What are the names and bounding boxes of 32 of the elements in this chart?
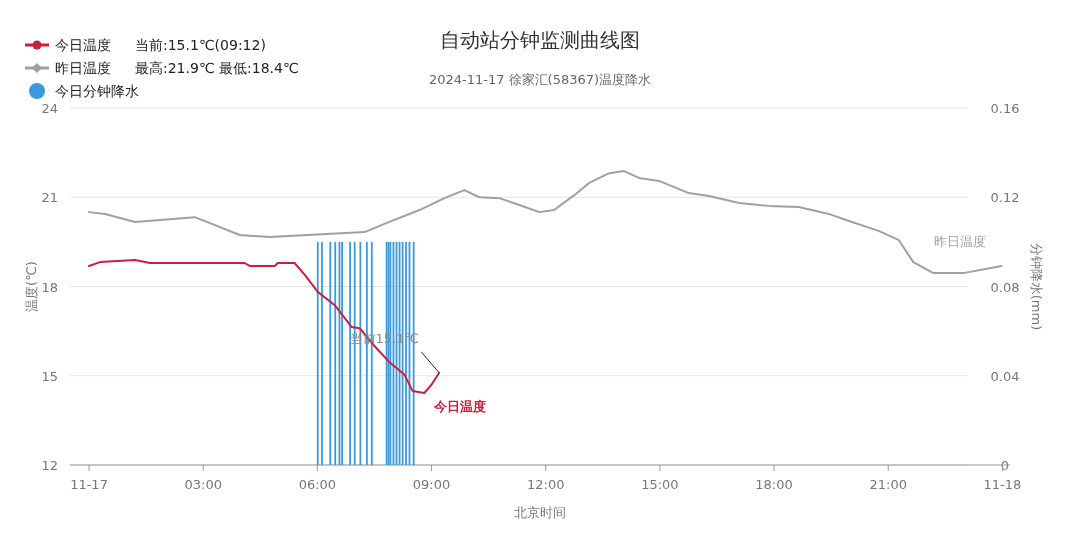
y2-tick-label: 0.04 bbox=[990, 368, 1020, 384]
x-tick-label: 11-17 bbox=[70, 477, 108, 492]
legend-label: 今日温度 bbox=[55, 37, 111, 53]
y2-tick-label: 0.08 bbox=[990, 279, 1020, 295]
y-tick-label: 21 bbox=[41, 190, 58, 206]
text: 当前:15.1℃(09:12) bbox=[135, 37, 266, 53]
line-series bbox=[88, 259, 441, 395]
text: 今日温度 bbox=[434, 398, 487, 414]
x-tick-label: 12:00 bbox=[526, 477, 565, 492]
y-tick-label: 24 bbox=[41, 101, 58, 116]
x-tick-label: 06:00 bbox=[298, 477, 337, 492]
x-tick-label: 09:00 bbox=[412, 477, 451, 492]
y2-tick-label: 0.12 bbox=[990, 190, 1020, 206]
chart-subtitle: 2024-11-17 徐家汇(58367)温度降水 bbox=[428, 72, 652, 87]
x-tick-label: 11-18 bbox=[983, 477, 1022, 492]
x-tick-label: 18:00 bbox=[755, 477, 793, 492]
x-axis-title: 北京时间 bbox=[514, 505, 566, 520]
text: 昨日温度 bbox=[933, 233, 986, 249]
y-tick-label: 15 bbox=[41, 368, 58, 384]
x-tick-label: 03:00 bbox=[184, 477, 222, 492]
y-tick-label: 12 bbox=[41, 458, 58, 473]
y2-axis-title: 分钟降水(mm) bbox=[1029, 242, 1044, 331]
chart-title: 自动站分钟监测曲线图 bbox=[440, 28, 640, 52]
x-tick-label: 21:00 bbox=[869, 477, 907, 492]
legend-label: 今日分钟降水 bbox=[55, 83, 139, 99]
y-axis-title: 温度(℃) bbox=[24, 261, 39, 312]
text: 最高:21.9℃ 最低:18.4℃ bbox=[135, 60, 299, 76]
y-tick-label: 18 bbox=[41, 279, 58, 295]
legend-label: 昨日温度 bbox=[55, 60, 111, 76]
y2-tick-label: 0.16 bbox=[990, 101, 1020, 116]
y2-tick-label: 0 bbox=[1000, 458, 1010, 473]
x-tick-label: 15:00 bbox=[641, 477, 679, 492]
